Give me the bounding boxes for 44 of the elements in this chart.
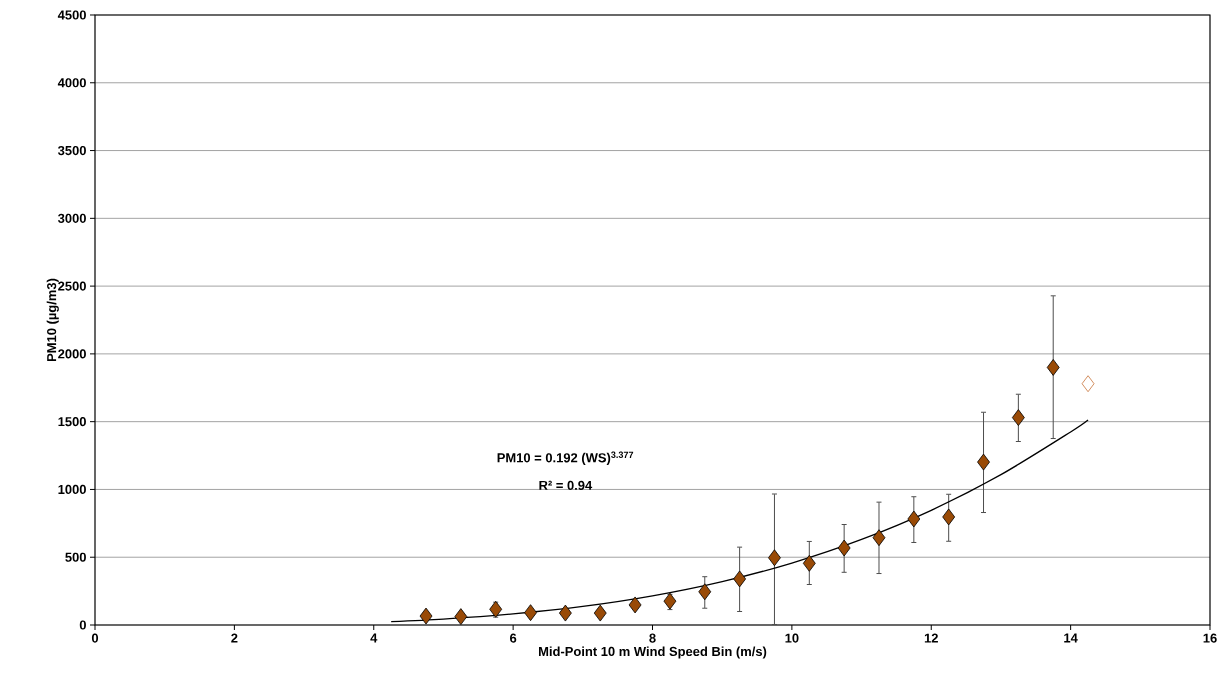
point (628, 596, 642, 614)
annotation: R² = 0.94 (539, 480, 593, 490)
y-tick-label: 500 (65, 552, 86, 562)
y-tick-label: 1000 (58, 484, 86, 495)
y-axis-title: PM10 (µg/m3) (46, 278, 59, 362)
y-tick-label: 2500 (58, 281, 86, 291)
point (419, 607, 433, 625)
point (1011, 409, 1025, 426)
point (524, 604, 537, 622)
x-axis-title: Mid-Point 10 m Wind Speed Bin (m/s) (539, 646, 767, 659)
point (454, 608, 468, 625)
x-tick-label: 8 (649, 633, 656, 643)
y-tick-label: 3500 (57, 145, 86, 156)
y-tick-label: 4500 (57, 10, 86, 20)
point (593, 604, 607, 622)
point (907, 510, 921, 528)
x-tick-label: 2 (231, 633, 238, 643)
point (872, 529, 886, 547)
annotation: PM10 = 0.192 (WS)$^{3.377}$ (497, 451, 634, 465)
point (733, 570, 747, 588)
x-tick-label: 16 (1203, 633, 1217, 643)
x-tick-label: 4 (370, 633, 378, 643)
point (489, 600, 503, 618)
x-tick-label: 12 (924, 633, 938, 643)
y-tick-label: 2000 (58, 349, 86, 359)
point (698, 583, 712, 601)
x-tick-label: 0 (91, 633, 99, 643)
y-tick-label: 3000 (57, 213, 86, 223)
x-tick-label: 6 (509, 633, 517, 643)
y-tick-label: 0 (79, 620, 86, 630)
point (768, 549, 781, 567)
point (837, 539, 851, 557)
point (1046, 359, 1060, 376)
line-series (390, 419, 1089, 623)
x-tick-label: 10 (785, 633, 799, 643)
point (802, 554, 816, 572)
point (663, 592, 677, 610)
point (558, 604, 572, 622)
point (942, 508, 956, 526)
point (1081, 375, 1095, 393)
x-tick-label: 14 (1064, 633, 1078, 643)
point (977, 453, 990, 471)
y-tick-label: 4000 (57, 78, 86, 88)
y-tick-label: 1500 (58, 417, 86, 427)
